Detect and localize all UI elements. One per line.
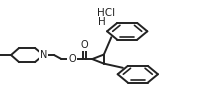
Text: O: O: [68, 54, 76, 64]
Text: H: H: [98, 17, 106, 27]
Text: O: O: [81, 40, 88, 50]
Text: N: N: [40, 50, 47, 60]
Text: HCl: HCl: [97, 8, 115, 18]
